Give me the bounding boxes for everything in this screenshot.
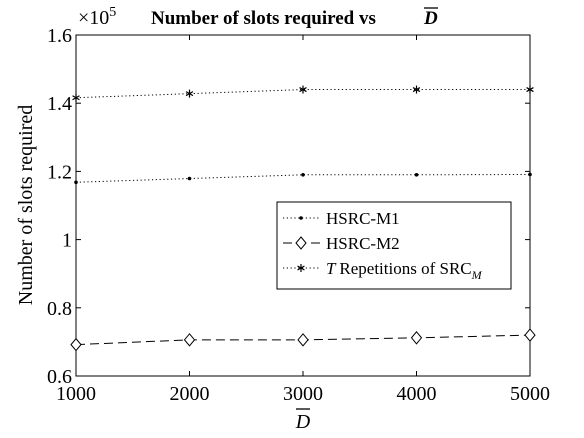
legend-label-2: HSRC-M2 <box>326 234 400 253</box>
series-layer <box>70 85 536 352</box>
series-2-point <box>524 328 536 342</box>
y-tick-label: 0.6 <box>47 366 72 388</box>
chart-title: Number of slots required vs <box>151 8 376 29</box>
y-tick-label: 1.2 <box>47 161 72 183</box>
exponent-label: ×105 <box>78 5 116 29</box>
x-tick-label: 2000 <box>170 383 210 405</box>
series-2-point <box>183 333 196 347</box>
y-tick-label: 1.6 <box>47 25 72 47</box>
x-tick-label: 5000 <box>510 383 550 405</box>
series-1-point <box>528 172 532 177</box>
series-1-point <box>74 180 78 185</box>
chart-title-symbol: D <box>423 8 438 29</box>
legend-label-3: T Repetitions of SRCM <box>326 259 483 282</box>
ticks: 1000 2000 3000 4000 5000 0.6 0.8 1 1.2 1.4 1.6 <box>47 25 550 405</box>
series-1-point <box>301 173 305 177</box>
legend-marker-1 <box>299 216 303 220</box>
legend: HSRC-M1 HSRC-M2 T Repetitions of SRCM <box>276 201 512 290</box>
y-tick-label: 1 <box>62 230 72 252</box>
series-3-point <box>526 85 534 94</box>
exponent-power: 5 <box>109 5 116 20</box>
x-axis-label: D <box>295 411 311 433</box>
y-tick-label: 1.4 <box>47 93 72 115</box>
series-2-point <box>410 331 423 345</box>
legend-label-1: HSRC-M1 <box>326 209 400 228</box>
exponent-base: ×10 <box>78 7 109 29</box>
series-3-point <box>299 85 307 94</box>
x-tick-label: 4000 <box>397 383 437 405</box>
legend-box <box>276 201 512 290</box>
chart-title-text: Number of slots required vs <box>151 8 376 29</box>
series-2-point <box>297 333 309 347</box>
series-3-point <box>72 93 80 102</box>
y-tick-label: 0.8 <box>47 298 72 320</box>
y-axis-label: Number of slots required <box>15 105 37 306</box>
x-tick-label: 1000 <box>56 383 96 405</box>
series-1-point <box>414 173 419 177</box>
legend-marker-2 <box>295 236 307 250</box>
legend-marker-3 <box>297 264 305 272</box>
series-2-point <box>70 337 82 352</box>
x-tick-label: 3000 <box>283 383 323 405</box>
legend-items: HSRC-M1 HSRC-M2 T Repetitions of SRCM <box>283 209 483 282</box>
series-3-point <box>185 89 194 98</box>
series-1-point <box>187 176 192 181</box>
series-3-point <box>412 85 421 94</box>
